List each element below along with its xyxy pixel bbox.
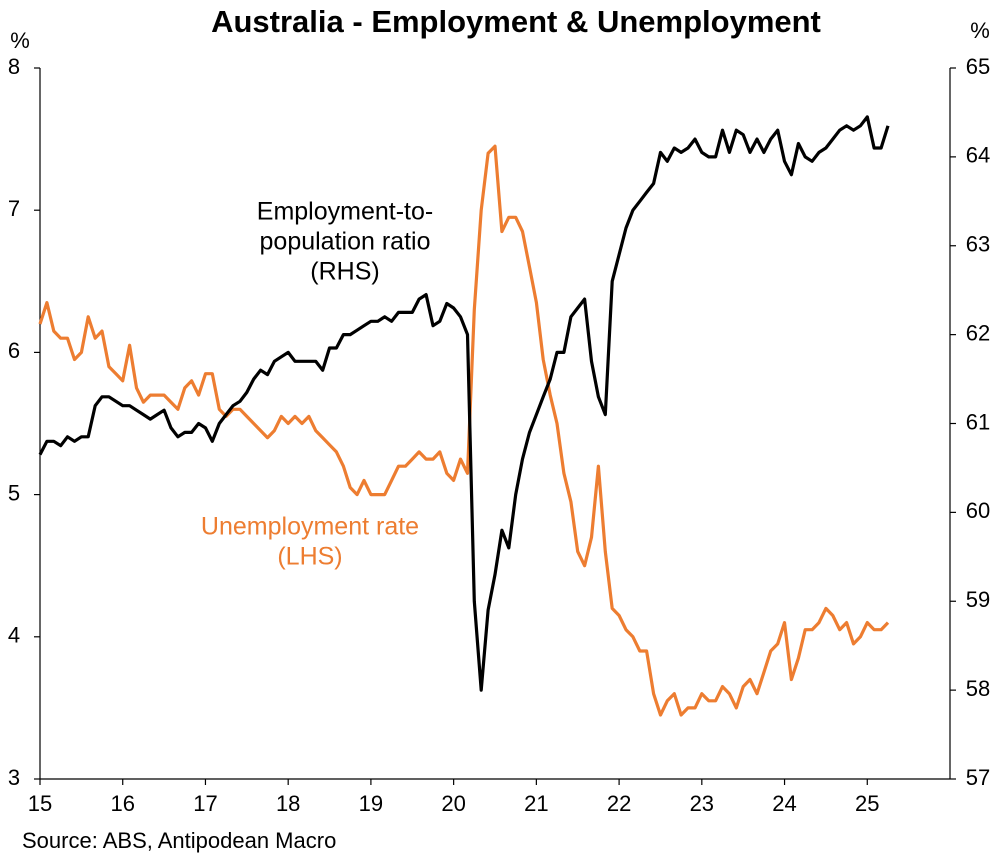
x-tick-label: 17 (193, 791, 217, 816)
chart-title: Australia - Employment & Unemployment (211, 4, 821, 39)
y-tick-label: 3 (8, 765, 20, 790)
x-tick-label: 20 (441, 791, 465, 816)
y-tick-label: 4 (8, 623, 20, 648)
line-series (38, 115, 890, 692)
x-tick-label: 21 (524, 791, 548, 816)
annotation: Employment-to- (257, 198, 433, 226)
y2-tick-label: 57 (966, 765, 990, 790)
source: Source: ABS, Antipodean Macro (22, 828, 336, 853)
annotation: (LHS) (277, 543, 342, 571)
y2-tick-label: 64 (966, 143, 990, 168)
x-tick-label: 18 (276, 791, 300, 816)
y2-tick-label: 63 (966, 232, 990, 257)
y2-axis-label: % (970, 18, 990, 43)
y-tick-label: 5 (8, 480, 20, 505)
y2-tick-label: 58 (966, 676, 990, 701)
y2-tick-label: 65 (966, 54, 990, 79)
x-tick-label: 23 (690, 791, 714, 816)
x-tick-label: 25 (855, 791, 879, 816)
y2-tick-label: 59 (966, 587, 990, 612)
line-series (38, 144, 890, 717)
y-axis-label: % (10, 28, 30, 53)
y2-tick-label: 61 (966, 409, 990, 434)
y-tick-label: 8 (8, 54, 20, 79)
y2-tick-label: 60 (966, 498, 990, 523)
y2-tick-label: 62 (966, 320, 990, 345)
x-tick-label: 15 (28, 791, 52, 816)
y-tick-label: 6 (8, 338, 20, 363)
x-tick-label: 16 (110, 791, 134, 816)
y-tick-label: 7 (8, 196, 20, 221)
x-tick-label: 19 (359, 791, 383, 816)
x-tick-label: 22 (607, 791, 631, 816)
annotation: (RHS) (310, 258, 379, 286)
annotation: Unemployment rate (201, 513, 419, 541)
x-tick-label: 24 (772, 791, 796, 816)
annotation: population ratio (260, 228, 431, 256)
